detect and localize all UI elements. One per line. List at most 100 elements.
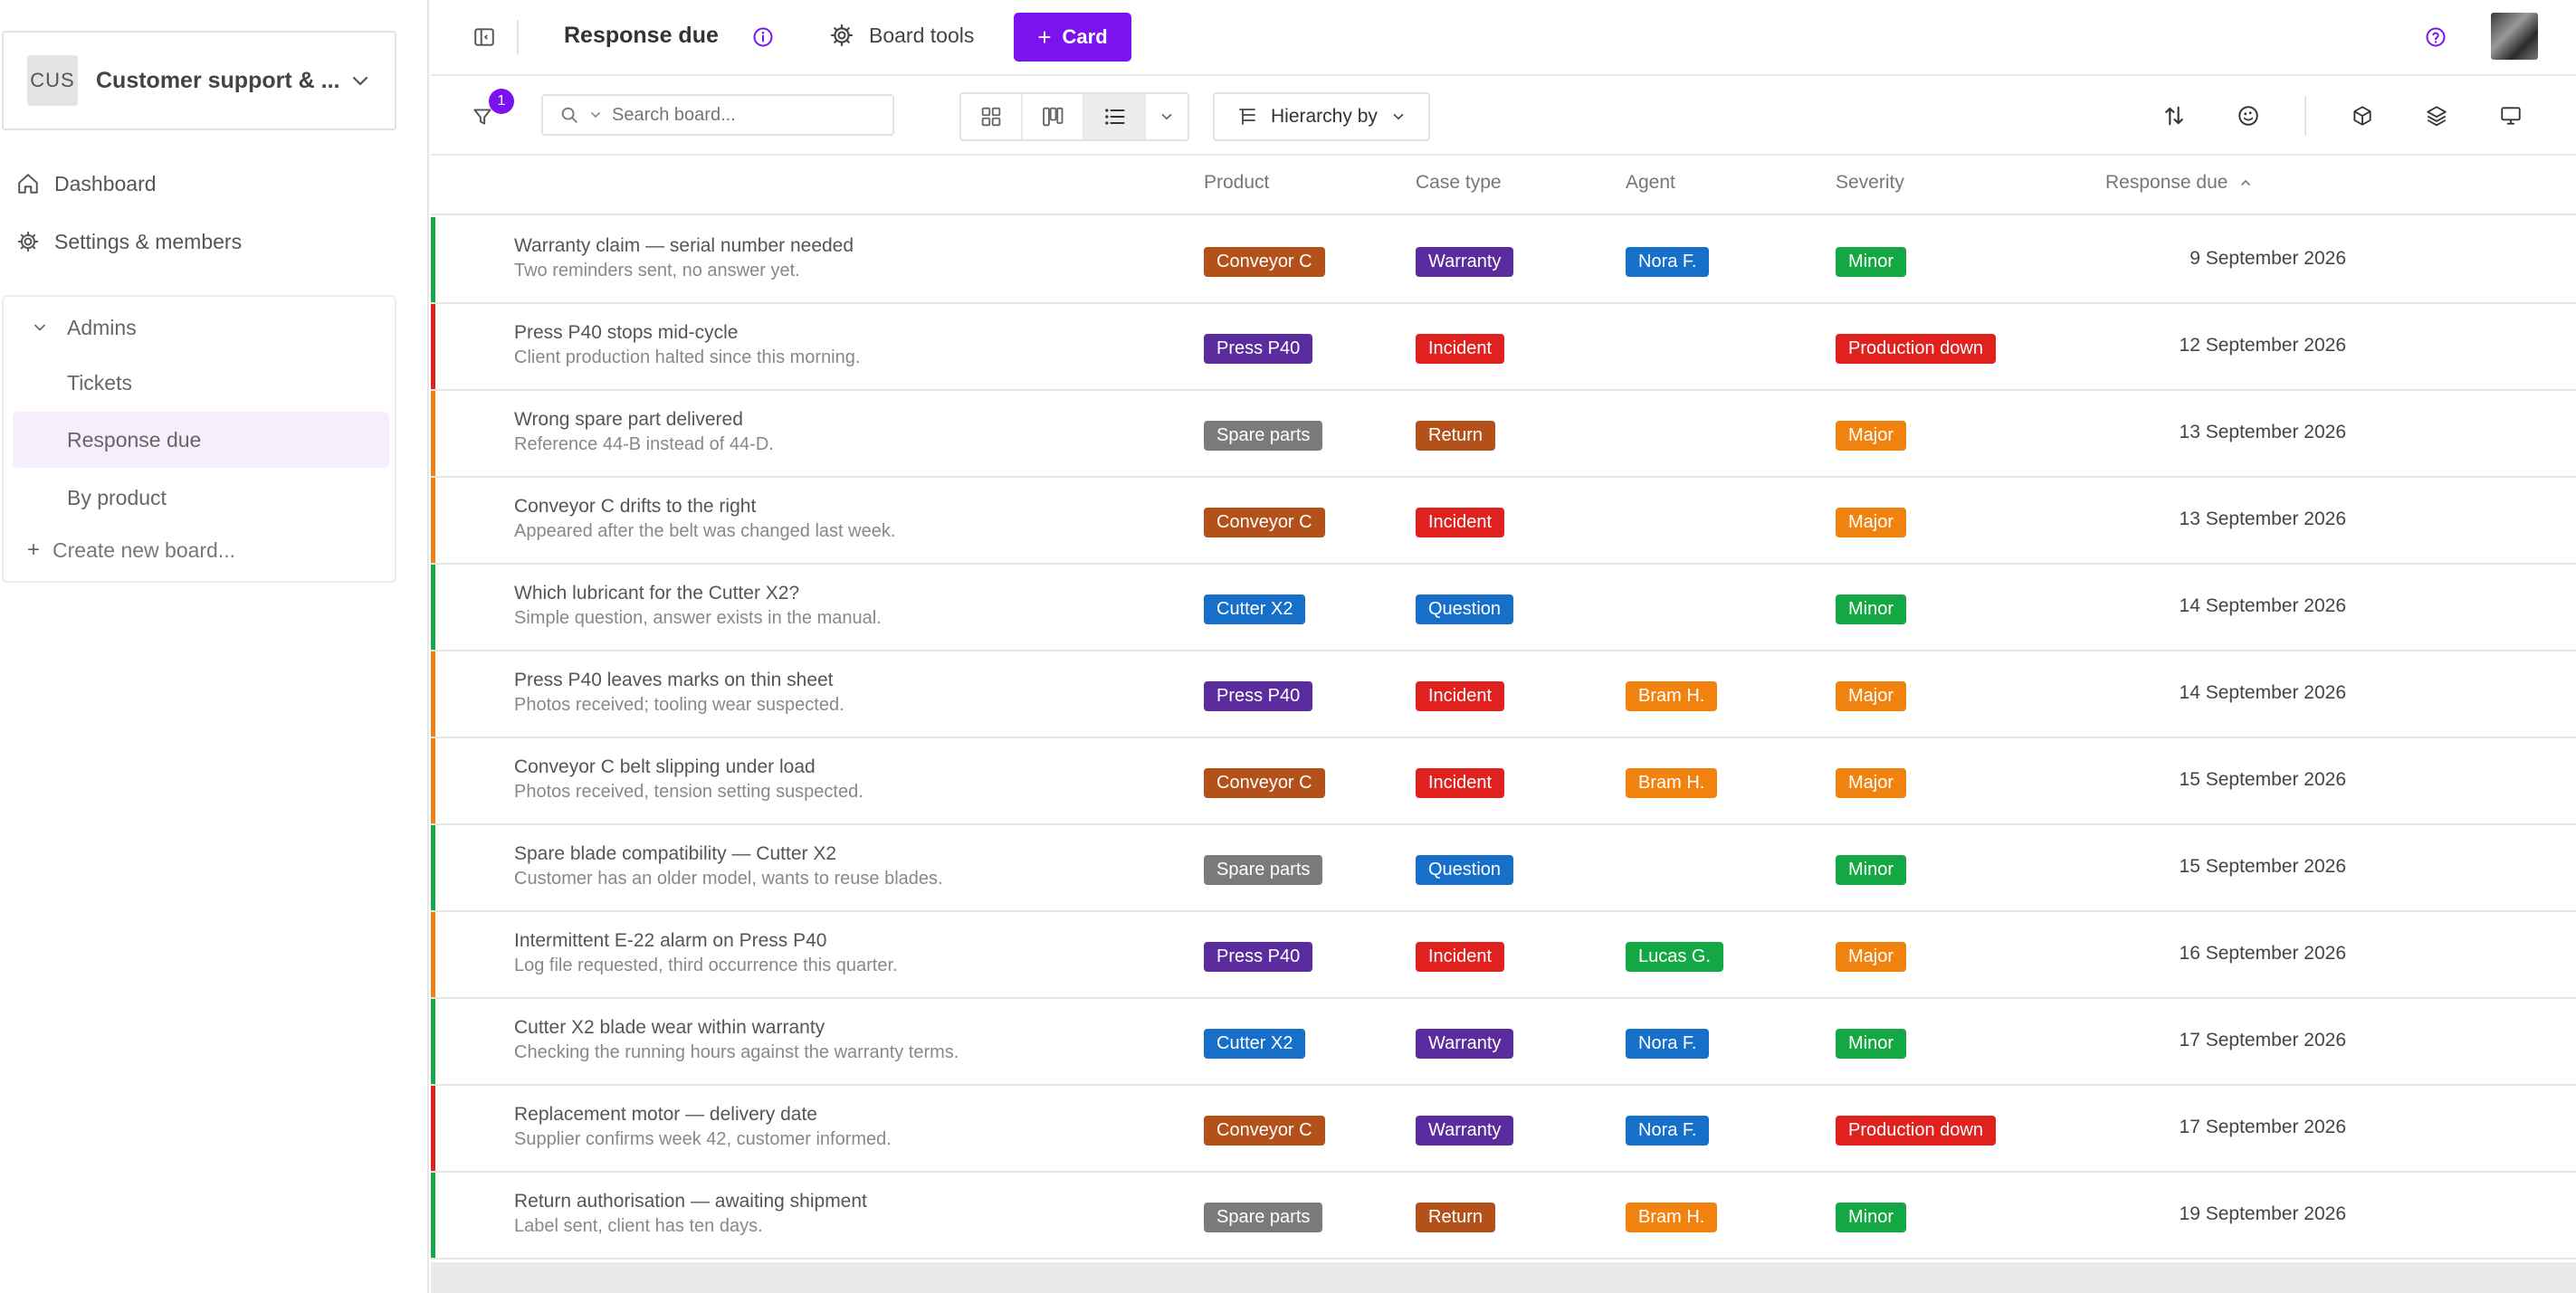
card-title[interactable]: Intermittent E-22 alarm on Press P40 xyxy=(514,930,827,951)
product-tag[interactable]: Conveyor C xyxy=(1204,247,1325,277)
agent-tag[interactable]: Lucas G. xyxy=(1626,942,1724,972)
agent-tag[interactable]: Nora F. xyxy=(1626,1116,1710,1146)
presentation-button[interactable] xyxy=(2495,100,2527,132)
product-tag[interactable]: Conveyor C xyxy=(1204,768,1325,798)
table-row[interactable]: Spare blade compatibility — Cutter X2 Cus… xyxy=(431,825,2576,912)
product-tag[interactable]: Press P40 xyxy=(1204,334,1313,364)
table-row[interactable]: Conveyor C belt slipping under load Photo… xyxy=(431,738,2576,825)
search-box[interactable] xyxy=(541,94,894,136)
agent-tag[interactable]: Bram H. xyxy=(1626,768,1718,798)
table-row[interactable]: Cutter X2 blade wear within warranty Chec… xyxy=(431,999,2576,1086)
severity-tag[interactable]: Minor xyxy=(1836,1029,1907,1059)
create-board-button[interactable]: + Create new board... xyxy=(27,530,235,570)
card-title[interactable]: Return authorisation — awaiting shipment xyxy=(514,1191,867,1212)
search-input[interactable] xyxy=(612,104,865,126)
severity-tag[interactable]: Production down xyxy=(1836,334,1996,364)
table-row[interactable]: Press P40 leaves marks on thin sheet Phot… xyxy=(431,651,2576,738)
card-title[interactable]: Which lubricant for the Cutter X2? xyxy=(514,583,800,604)
board-tools-button[interactable]: Board tools xyxy=(829,23,974,48)
board-tools-label: Board tools xyxy=(869,23,975,47)
severity-tag[interactable]: Major xyxy=(1836,421,1907,451)
severity-tag[interactable]: Minor xyxy=(1836,855,1907,885)
case-type-tag[interactable]: Question xyxy=(1416,855,1514,885)
product-tag[interactable]: Conveyor C xyxy=(1204,508,1325,537)
case-type-tag[interactable]: Incident xyxy=(1416,681,1505,711)
list-view-button[interactable] xyxy=(1084,94,1146,139)
card-title[interactable]: Conveyor C drifts to the right xyxy=(514,496,757,517)
product-tag[interactable]: Cutter X2 xyxy=(1204,594,1306,624)
severity-tag[interactable]: Major xyxy=(1836,942,1907,972)
table-row[interactable]: Return authorisation — awaiting shipment… xyxy=(431,1173,2576,1260)
view-options-dropdown[interactable] xyxy=(1146,94,1188,139)
table-row[interactable]: Conveyor C drifts to the right Appeared a… xyxy=(431,478,2576,565)
agent-tag[interactable]: Bram H. xyxy=(1626,681,1718,711)
card-title[interactable]: Conveyor C belt slipping under load xyxy=(514,756,816,777)
nav-dashboard[interactable]: Dashboard xyxy=(16,164,157,204)
add-card-button[interactable]: + Card xyxy=(1014,13,1131,62)
column-header-agent[interactable]: Agent xyxy=(1626,172,1675,193)
column-header-severity[interactable]: Severity xyxy=(1836,172,1904,193)
grid-view-button[interactable] xyxy=(961,94,1023,139)
product-tag[interactable]: Conveyor C xyxy=(1204,1116,1325,1146)
toggle-sidebar-button[interactable] xyxy=(469,22,500,52)
agent-tag[interactable]: Nora F. xyxy=(1626,247,1710,277)
sort-button[interactable] xyxy=(2158,100,2190,132)
severity-tag[interactable]: Major xyxy=(1836,508,1907,537)
user-avatar[interactable] xyxy=(2491,13,2538,60)
case-type-tag[interactable]: Incident xyxy=(1416,334,1505,364)
severity-tag[interactable]: Minor xyxy=(1836,594,1907,624)
nav-settings[interactable]: Settings & members xyxy=(16,222,242,261)
case-type-tag[interactable]: Incident xyxy=(1416,942,1505,972)
table-row[interactable]: Wrong spare part delivered Reference 44-B… xyxy=(431,391,2576,478)
column-header-case-type[interactable]: Case type xyxy=(1416,172,1502,193)
table-row[interactable]: Press P40 stops mid-cycle Client producti… xyxy=(431,304,2576,391)
agent-tag[interactable]: Bram H. xyxy=(1626,1203,1718,1232)
help-button[interactable] xyxy=(2420,22,2451,52)
case-type-tag[interactable]: Warranty xyxy=(1416,1029,1514,1059)
board-item-response-due[interactable]: Response due xyxy=(13,412,389,468)
kanban-view-button[interactable] xyxy=(1023,94,1084,139)
agent-tag[interactable]: Nora F. xyxy=(1626,1029,1710,1059)
case-type-tag[interactable]: Return xyxy=(1416,421,1496,451)
severity-tag[interactable]: Minor xyxy=(1836,1203,1907,1232)
color-scheme-button[interactable] xyxy=(2232,100,2265,132)
product-tag[interactable]: Spare parts xyxy=(1204,855,1323,885)
case-type-tag[interactable]: Return xyxy=(1416,1203,1496,1232)
table-row[interactable]: Intermittent E-22 alarm on Press P40 Log … xyxy=(431,912,2576,999)
severity-tag[interactable]: Production down xyxy=(1836,1116,1996,1146)
case-type-tag[interactable]: Incident xyxy=(1416,768,1505,798)
card-title[interactable]: Cutter X2 blade wear within warranty xyxy=(514,1017,825,1038)
case-type-tag[interactable]: Warranty xyxy=(1416,247,1514,277)
table-row[interactable]: Warranty claim — serial number needed Two… xyxy=(431,217,2576,304)
workspace-switcher[interactable]: CUS Customer support & ... xyxy=(2,31,396,130)
severity-tag[interactable]: Major xyxy=(1836,681,1907,711)
case-type-tag[interactable]: Incident xyxy=(1416,508,1505,537)
product-tag[interactable]: Cutter X2 xyxy=(1204,1029,1306,1059)
severity-tag[interactable]: Major xyxy=(1836,768,1907,798)
product-tag[interactable]: Spare parts xyxy=(1204,1203,1323,1232)
card-title[interactable]: Warranty claim — serial number needed xyxy=(514,235,854,256)
card-title[interactable]: Spare blade compatibility — Cutter X2 xyxy=(514,843,837,864)
info-button[interactable] xyxy=(748,22,778,52)
product-tag[interactable]: Press P40 xyxy=(1204,942,1313,972)
case-type-tag[interactable]: Warranty xyxy=(1416,1116,1514,1146)
card-title[interactable]: Replacement motor — delivery date xyxy=(514,1104,817,1125)
card-title[interactable]: Wrong spare part delivered xyxy=(514,409,743,430)
hierarchy-by-button[interactable]: Hierarchy by xyxy=(1213,92,1430,141)
card-title[interactable]: Press P40 stops mid-cycle xyxy=(514,322,739,343)
table-row[interactable]: Which lubricant for the Cutter X2? Simple… xyxy=(431,565,2576,651)
filter-button[interactable] xyxy=(471,100,503,132)
case-type-tag[interactable]: Question xyxy=(1416,594,1514,624)
column-header-response-due[interactable]: Response due xyxy=(2105,172,2253,194)
card-title[interactable]: Press P40 leaves marks on thin sheet xyxy=(514,670,834,690)
product-tag[interactable]: Press P40 xyxy=(1204,681,1313,711)
layers-button[interactable] xyxy=(2420,100,2453,132)
product-tag[interactable]: Spare parts xyxy=(1204,421,1323,451)
table-row[interactable]: Replacement motor — delivery date Supplie… xyxy=(431,1086,2576,1173)
column-header-product[interactable]: Product xyxy=(1204,172,1270,193)
package-button[interactable] xyxy=(2346,100,2379,132)
severity-tag[interactable]: Minor xyxy=(1836,247,1907,277)
board-item-tickets[interactable]: Tickets xyxy=(13,355,389,411)
board-item-by-product[interactable]: By product xyxy=(13,470,389,526)
board-group-admins[interactable]: Admins xyxy=(31,308,137,347)
